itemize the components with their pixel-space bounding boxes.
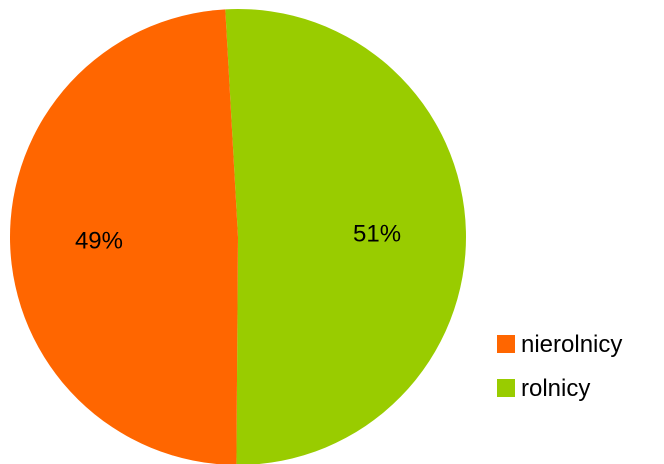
slice-nierolnicy bbox=[10, 9, 238, 464]
slice-rolnicy bbox=[225, 8, 467, 464]
legend-swatch-rolnicy bbox=[497, 379, 515, 397]
legend-label-rolnicy: rolnicy bbox=[521, 375, 590, 402]
data-label-rolnicy: 51% bbox=[353, 221, 401, 248]
pie-labels: 51% 49% bbox=[75, 221, 401, 255]
pie-slices bbox=[10, 8, 467, 464]
legend: nierolnicy rolnicy bbox=[497, 331, 622, 402]
data-label-nierolnicy: 49% bbox=[75, 227, 123, 254]
legend-swatch-nierolnicy bbox=[497, 335, 515, 353]
legend-label-nierolnicy: nierolnicy bbox=[521, 331, 622, 358]
